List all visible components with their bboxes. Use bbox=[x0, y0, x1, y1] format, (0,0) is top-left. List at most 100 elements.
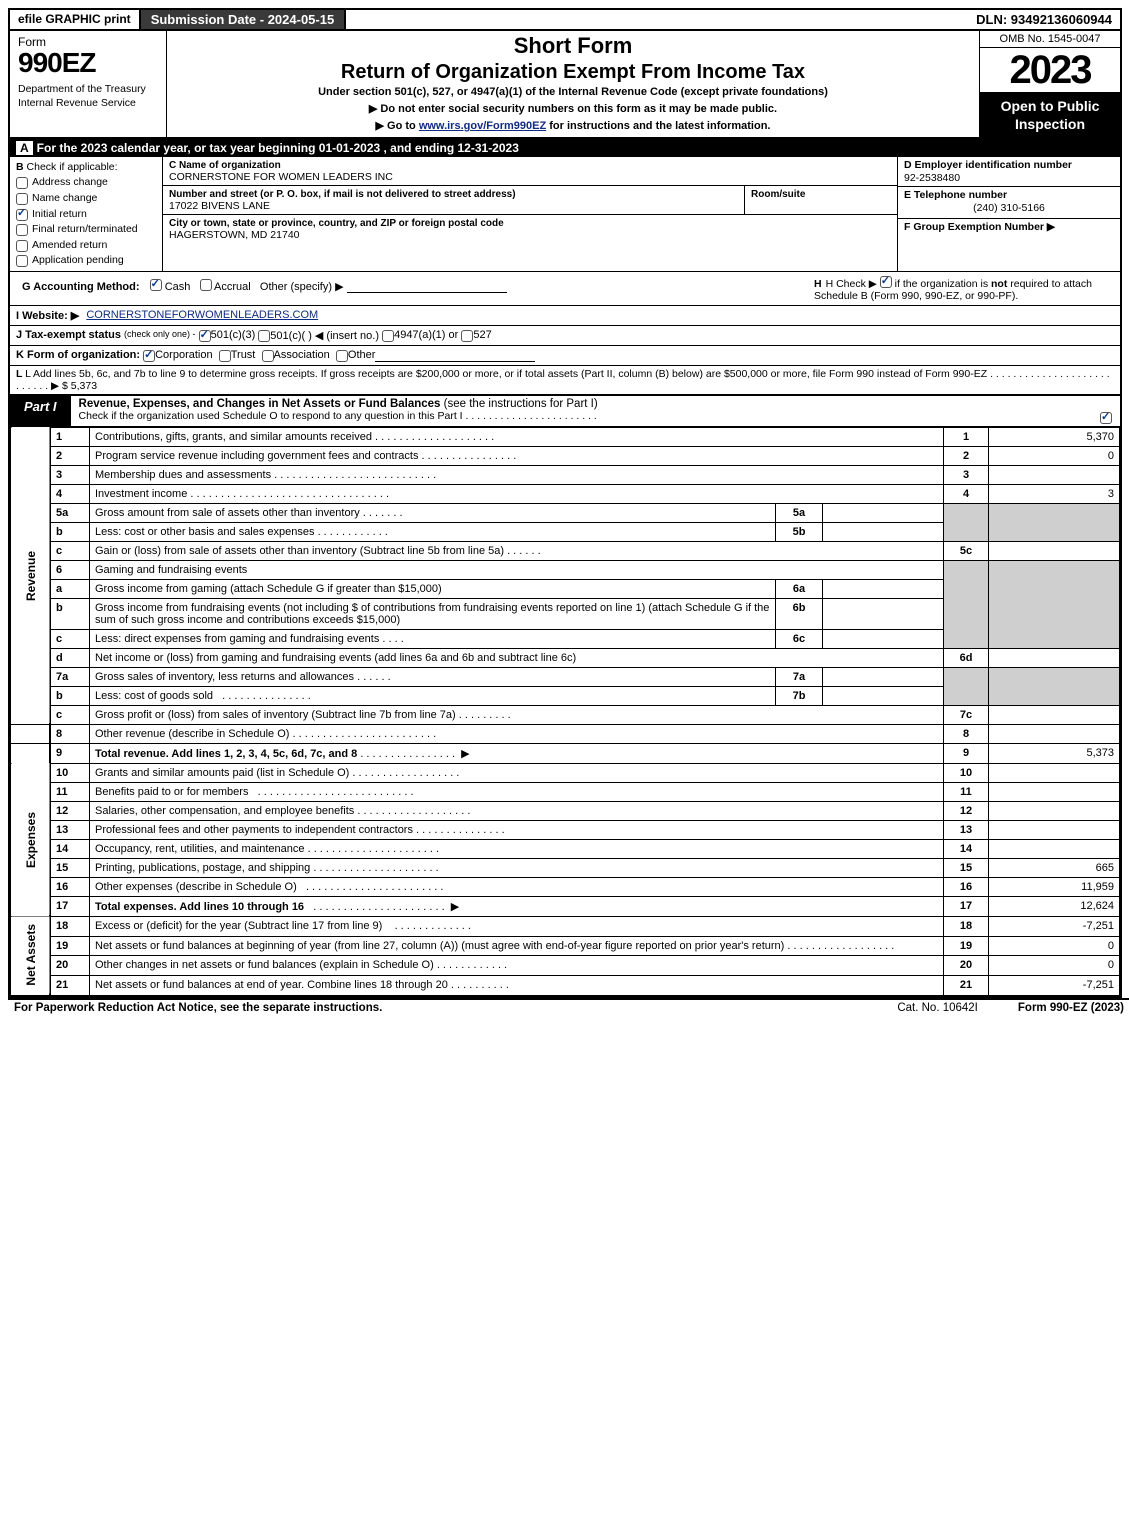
lbl-501c3: 501(c)(3) bbox=[211, 329, 256, 341]
ln21-text: Net assets or fund balances at end of ye… bbox=[90, 975, 944, 995]
ln15-ref: 15 bbox=[944, 858, 989, 877]
ln13-text: Professional fees and other payments to … bbox=[90, 820, 944, 839]
other-org-input[interactable] bbox=[375, 349, 535, 362]
ln1-ref: 1 bbox=[944, 427, 989, 446]
note-link: ▶ Go to www.irs.gov/Form990EZ for instru… bbox=[173, 119, 973, 132]
ln13-ref: 13 bbox=[944, 820, 989, 839]
ln9-text: Total revenue. Add lines 1, 2, 3, 4, 5c,… bbox=[90, 743, 944, 763]
chk-name-change[interactable] bbox=[16, 193, 28, 205]
lbl-amended-return: Amended return bbox=[32, 239, 107, 252]
ln1-num: 1 bbox=[50, 427, 90, 446]
ln6-text: Gaming and fundraising events bbox=[90, 560, 944, 579]
ln12-amt bbox=[989, 801, 1120, 820]
chk-527[interactable] bbox=[461, 330, 473, 342]
lbl-other-specify: Other (specify) ▶ bbox=[260, 281, 344, 293]
ln8-num: 8 bbox=[50, 724, 90, 743]
part1-title-text: Revenue, Expenses, and Changes in Net As… bbox=[79, 398, 441, 410]
ln7b-num: b bbox=[50, 686, 90, 705]
ln5a-box-lbl: 5a bbox=[776, 503, 823, 522]
dln-label: DLN: 93492136060944 bbox=[968, 10, 1120, 29]
chk-final-return[interactable] bbox=[16, 224, 28, 236]
top-bar: efile GRAPHIC print Submission Date - 20… bbox=[10, 10, 1120, 31]
ln16-text: Other expenses (describe in Schedule O) … bbox=[90, 877, 944, 896]
j-label: J Tax-exempt status bbox=[16, 329, 121, 341]
chk-trust[interactable] bbox=[219, 350, 231, 362]
ln6a-text: Gross income from gaming (attach Schedul… bbox=[90, 579, 776, 598]
chk-cash[interactable] bbox=[150, 279, 162, 291]
ln14-amt bbox=[989, 839, 1120, 858]
website-link[interactable]: CORNERSTONEFORWOMENLEADERS.COM bbox=[86, 309, 318, 321]
lbl-accrual: Accrual bbox=[214, 281, 251, 293]
chk-corporation[interactable] bbox=[143, 350, 155, 362]
lbl-address-change: Address change bbox=[32, 176, 108, 189]
ln11-amt bbox=[989, 782, 1120, 801]
ln15-num: 15 bbox=[50, 858, 90, 877]
ln14-num: 14 bbox=[50, 839, 90, 858]
vtab-netassets: Net Assets bbox=[11, 916, 51, 995]
ln2-amt: 0 bbox=[989, 446, 1120, 465]
chk-application-pending[interactable] bbox=[16, 255, 28, 267]
vtab-revenue: Revenue bbox=[11, 427, 51, 724]
irs-link[interactable]: www.irs.gov/Form990EZ bbox=[419, 120, 546, 132]
header-row: Form 990EZ Department of the Treasury In… bbox=[10, 31, 1120, 139]
chk-other-org[interactable] bbox=[336, 350, 348, 362]
ln5c-ref: 5c bbox=[944, 541, 989, 560]
other-method-input[interactable] bbox=[347, 280, 507, 293]
ln5b-box-val[interactable] bbox=[823, 522, 944, 541]
ln5b-box-lbl: 5b bbox=[776, 522, 823, 541]
chk-501c3[interactable] bbox=[199, 330, 211, 342]
ln14-ref: 14 bbox=[944, 839, 989, 858]
chk-schedule-b[interactable] bbox=[880, 276, 892, 288]
chk-amended-return[interactable] bbox=[16, 240, 28, 252]
part1-label: Part I bbox=[10, 396, 71, 426]
topbar-spacer bbox=[346, 10, 968, 29]
website-label: I Website: ▶ bbox=[16, 309, 79, 322]
lbl-initial-return: Initial return bbox=[32, 208, 87, 221]
ln6b-box-val[interactable] bbox=[823, 598, 944, 629]
ln5a-box-val[interactable] bbox=[823, 503, 944, 522]
submission-date-button[interactable]: Submission Date - 2024-05-15 bbox=[141, 10, 347, 29]
ln6c-box-val[interactable] bbox=[823, 629, 944, 648]
efile-print-button[interactable]: efile GRAPHIC print bbox=[10, 10, 141, 29]
vtab-rev-cont1 bbox=[11, 724, 51, 743]
h-text2: if the organization is bbox=[892, 278, 991, 290]
lbl-trust: Trust bbox=[231, 349, 256, 361]
k-label: K Form of organization: bbox=[16, 349, 140, 361]
ln5c-text: Gain or (loss) from sale of assets other… bbox=[90, 541, 944, 560]
org-name-label: C Name of organization bbox=[169, 160, 281, 171]
chk-address-change[interactable] bbox=[16, 177, 28, 189]
chk-501c[interactable] bbox=[258, 330, 270, 342]
ln20-num: 20 bbox=[50, 956, 90, 976]
ln6a-box-val[interactable] bbox=[823, 579, 944, 598]
line-g: G Accounting Method: Cash Accrual Other … bbox=[16, 275, 806, 296]
street-value: 17022 BIVENS LANE bbox=[169, 200, 270, 212]
ln5c-num: c bbox=[50, 541, 90, 560]
ln6a-box-lbl: 6a bbox=[776, 579, 823, 598]
line-i: I Website: ▶ CORNERSTONEFORWOMENLEADERS.… bbox=[10, 306, 1120, 326]
ln19-ref: 19 bbox=[944, 936, 989, 956]
line-a: AFor the 2023 calendar year, or tax year… bbox=[10, 139, 1120, 157]
ln8-ref: 8 bbox=[944, 724, 989, 743]
chk-association[interactable] bbox=[262, 350, 274, 362]
h-not: not bbox=[991, 278, 1007, 290]
page-footer: For Paperwork Reduction Act Notice, see … bbox=[8, 998, 1129, 1016]
ln11-num: 11 bbox=[50, 782, 90, 801]
ln6c-text: Less: direct expenses from gaming and fu… bbox=[90, 629, 776, 648]
chk-accrual[interactable] bbox=[200, 279, 212, 291]
note-ssn: ▶ Do not enter social security numbers o… bbox=[173, 102, 973, 115]
ln16-num: 16 bbox=[50, 877, 90, 896]
line-k: K Form of organization: Corporation Trus… bbox=[10, 346, 1120, 365]
lbl-other-org: Other bbox=[348, 349, 376, 361]
ln6a-num: a bbox=[50, 579, 90, 598]
ln2-ref: 2 bbox=[944, 446, 989, 465]
ln3-num: 3 bbox=[50, 465, 90, 484]
chk-part1-schedule-o[interactable] bbox=[1100, 412, 1112, 424]
chk-4947[interactable] bbox=[382, 330, 394, 342]
ln7a-box-val[interactable] bbox=[823, 667, 944, 686]
ln5a-num: 5a bbox=[50, 503, 90, 522]
chk-initial-return[interactable] bbox=[16, 209, 28, 221]
ln7b-box-val[interactable] bbox=[823, 686, 944, 705]
lbl-501c: 501(c)( ) ◀ (insert no.) bbox=[270, 329, 379, 342]
ln17-amt: 12,624 bbox=[989, 896, 1120, 916]
part1-table: Revenue 1 Contributions, gifts, grants, … bbox=[10, 427, 1120, 996]
